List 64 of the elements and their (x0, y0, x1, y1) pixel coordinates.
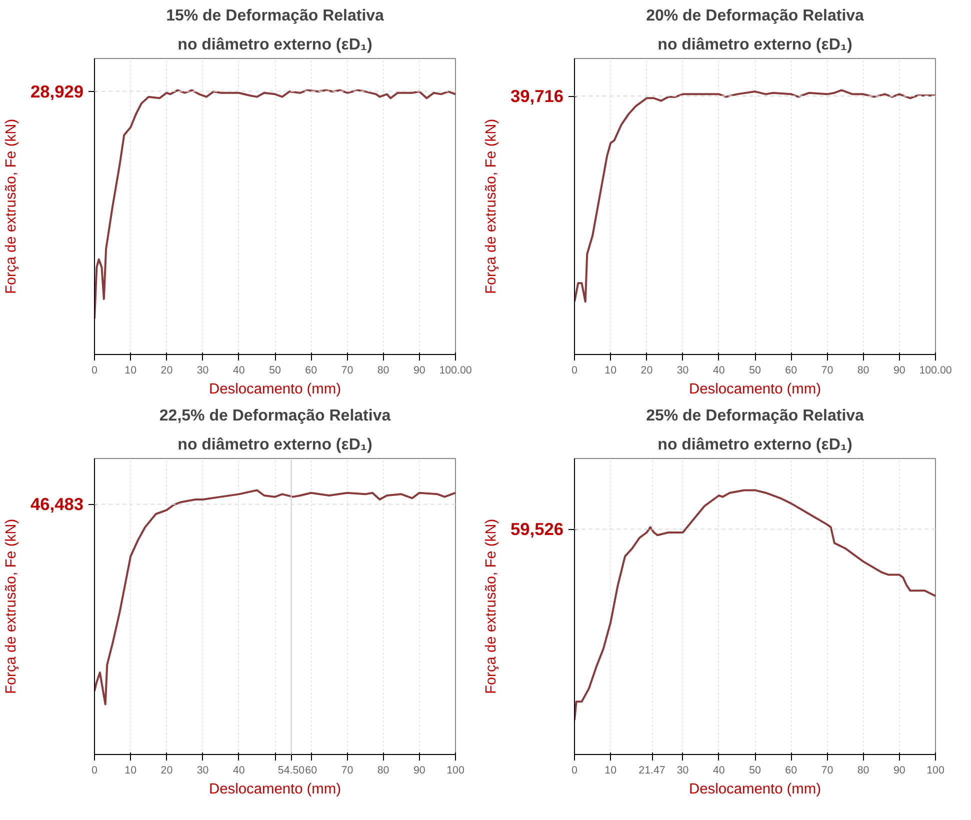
x-tick-label: 80 (377, 364, 390, 376)
x-tick-label: 30 (676, 764, 689, 776)
x-tick-label: 70 (341, 364, 354, 376)
x-tick-label: 60 (785, 764, 798, 776)
x-tick-label: 30 (196, 764, 209, 776)
x-tick-label: 90 (893, 764, 906, 776)
x-tick-label: 0 (92, 364, 98, 376)
x-tick-label: 100.00 (919, 364, 952, 376)
x-axis-title: Deslocamento (mm) (209, 782, 341, 798)
chart-title: 22,5% de Deformação Relativa (159, 408, 391, 424)
x-tick-label: 60 (305, 764, 318, 776)
x-tick-label: 0 (92, 764, 98, 776)
x-tick-label: 40 (232, 364, 245, 376)
x-tick-label: 60 (305, 364, 318, 376)
x-tick-label: 40 (232, 764, 245, 776)
chart-title: 20% de Deformação Relativa (646, 8, 864, 24)
x-axis-title: Deslocamento (mm) (209, 382, 341, 398)
chart-subtitle: no diâmetro externo (εD₁) (658, 36, 852, 54)
x-tick-label: 20 (640, 364, 653, 376)
x-tick-label: 80 (857, 764, 870, 776)
y-axis-title: Força de extrusão, Fe (kN) (484, 118, 500, 294)
text: 28,929 (30, 81, 84, 102)
x-tick-label: 100.00 (439, 364, 472, 376)
x-tick-label: 30 (196, 364, 209, 376)
chart-title: 15% de Deformação Relativa (166, 8, 384, 24)
x-tick-label: 30 (676, 364, 689, 376)
x-tick-label: 60 (785, 364, 798, 376)
chart-subtitle: no diâmetro externo (εD₁) (178, 436, 372, 454)
x-tick-label: 100 (926, 764, 944, 776)
x-tick-label: 90 (893, 364, 906, 376)
x-tick-label: 20 (160, 764, 173, 776)
chart-subtitle: no diâmetro externo (εD₁) (178, 36, 372, 54)
chart-title: 25% de Deformação Relativa (646, 408, 864, 424)
chart-subtitle: no diâmetro externo (εD₁) (658, 436, 852, 454)
x-tick-label: 10 (124, 764, 137, 776)
x-tick-label: 54.50 (278, 764, 305, 776)
x-tick-label: 50 (749, 364, 761, 376)
x-tick-label: 40 (712, 764, 725, 776)
x-tick-label: 80 (377, 764, 390, 776)
x-tick-label: 10 (124, 364, 137, 376)
x-tick-label: 20 (160, 364, 173, 376)
x-tick-label: 100 (446, 764, 464, 776)
x-tick-label: 80 (857, 364, 870, 376)
x-axis-title: Deslocamento (mm) (689, 782, 821, 798)
x-tick-label: 90 (413, 764, 426, 776)
x-tick-label: 50 (749, 764, 761, 776)
y-axis-title: Força de extrusão, Fe (kN) (4, 518, 20, 694)
x-tick-label: 0 (572, 364, 578, 376)
y-axis-title: Força de extrusão, Fe (kN) (484, 518, 500, 694)
text: 39,716 (510, 86, 564, 106)
x-tick-label: 50 (269, 364, 281, 376)
x-tick-label: 10 (604, 764, 617, 776)
x-tick-label: 70 (821, 764, 834, 776)
x-tick-label: 90 (413, 364, 426, 376)
x-tick-label: 70 (341, 764, 354, 776)
text: 46,483 (30, 494, 84, 514)
x-axis-title: Deslocamento (mm) (689, 382, 821, 398)
x-tick-label: 70 (821, 364, 834, 376)
x-tick-label: 0 (572, 764, 578, 776)
text: 59,526 (510, 519, 564, 540)
x-tick-label: 21.47 (638, 764, 666, 776)
y-axis-title: Força de extrusão, Fe (kN) (4, 118, 20, 294)
x-tick-label: 10 (604, 364, 617, 376)
x-tick-label: 40 (712, 364, 725, 376)
